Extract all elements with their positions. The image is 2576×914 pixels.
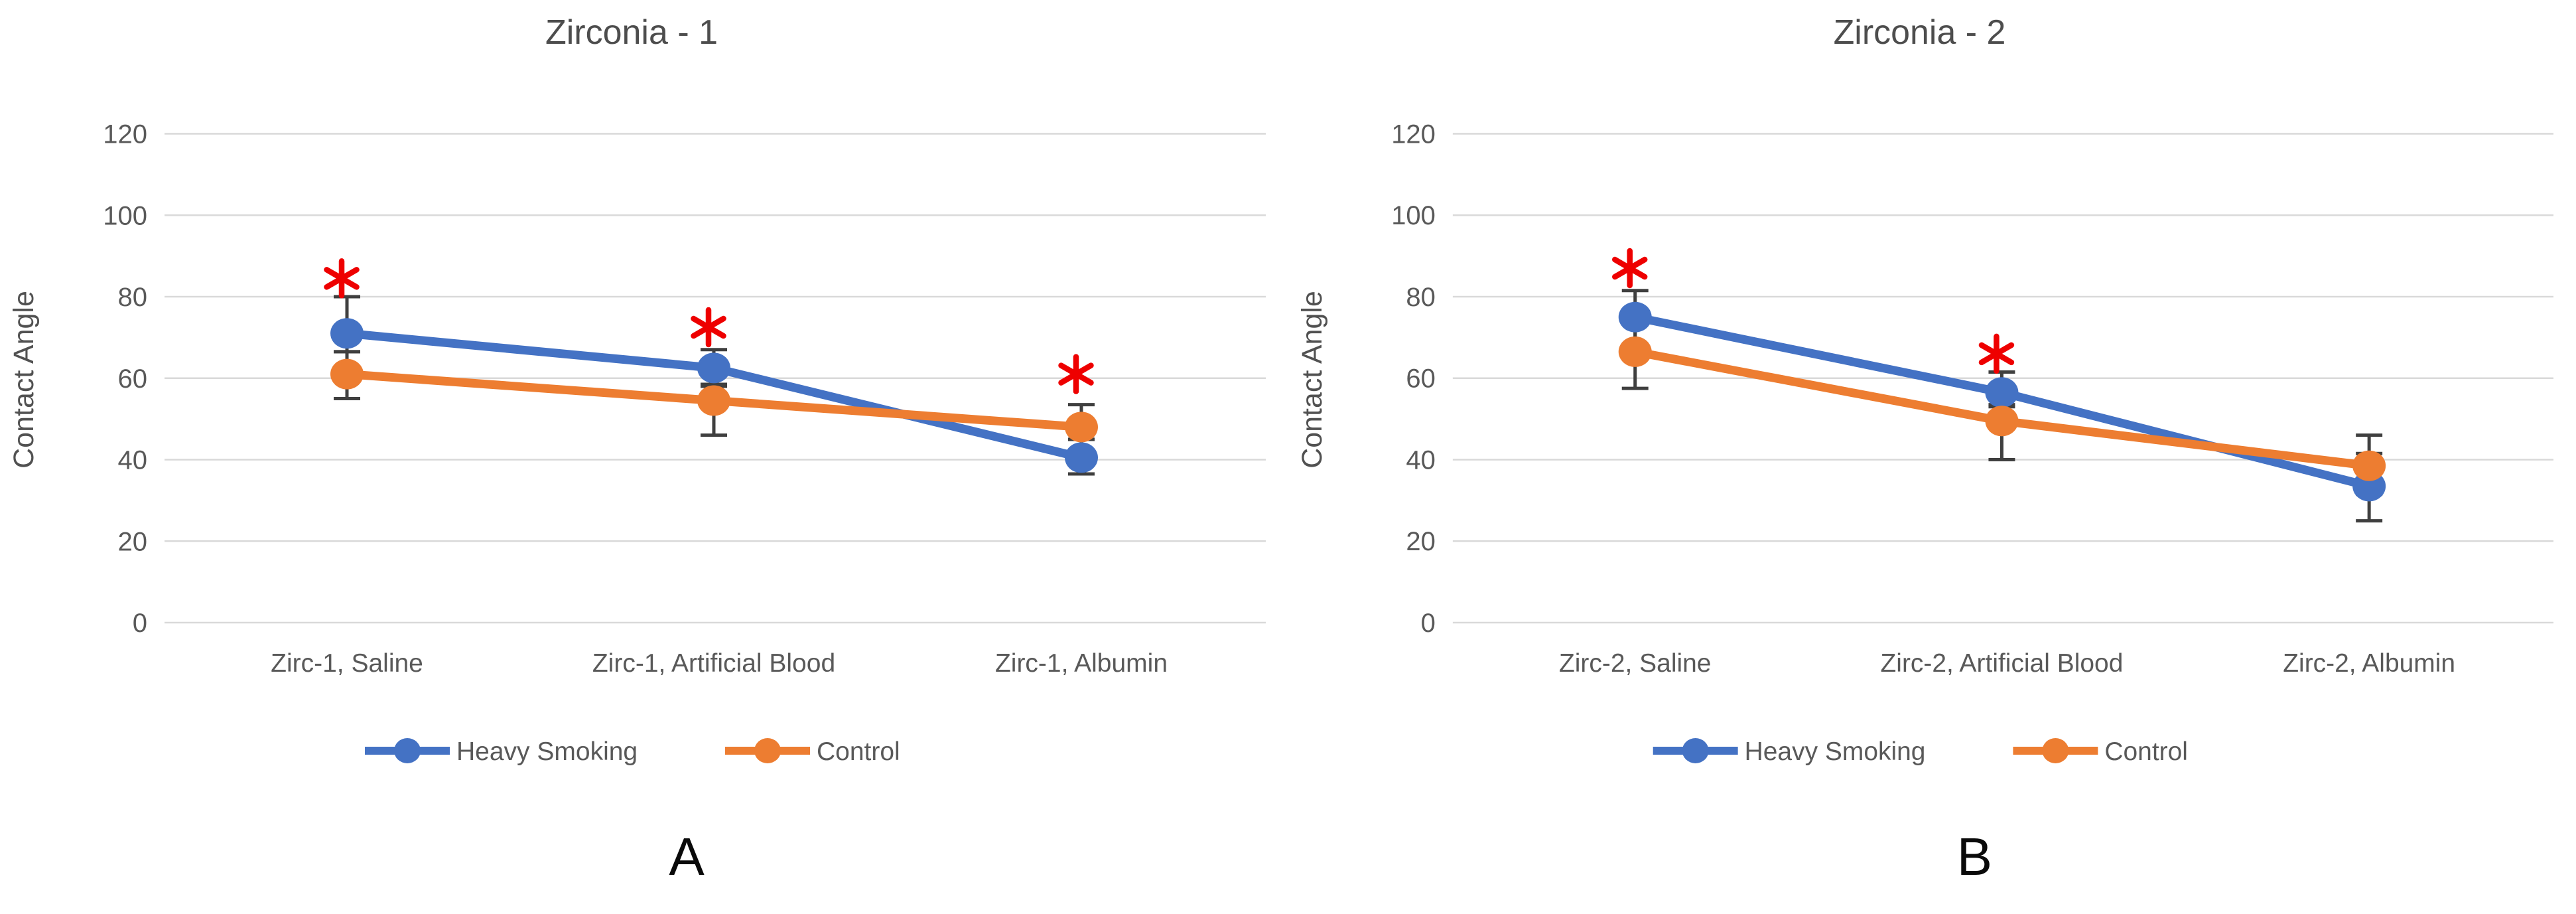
y-axis-title: Contact Angle <box>1296 291 1328 469</box>
plot-area: 0 20 40 60 80 100 120 Zirc-1, Saline Zirc-1, Art… <box>103 120 1266 766</box>
chart-title: Zirconia - 2 <box>1834 13 2006 52</box>
data-point-marker <box>697 352 730 384</box>
y-tick-label: 120 <box>1391 119 1436 149</box>
data-point-marker <box>330 318 364 349</box>
data-point-marker <box>697 385 730 416</box>
legend-item: Heavy Smoking <box>1653 737 1926 766</box>
legend-point-marker <box>2042 738 2069 763</box>
data-point-marker <box>1065 442 1098 473</box>
panel-letter: A <box>669 827 705 886</box>
chart-panel-zirconia-1: Zirconia - 1 Contact Angle 0 20 40 60 80 100 1… <box>8 13 1266 886</box>
y-axis-title: Contact Angle <box>8 291 40 469</box>
legend-item: Control <box>725 737 900 766</box>
significance-asterisk <box>1058 354 1094 394</box>
x-category-label: Zirc-1, Artificial Blood <box>592 649 835 678</box>
data-point-marker <box>1985 406 2019 437</box>
data-point-marker <box>1618 301 1652 333</box>
y-tick-label: 20 <box>118 527 148 556</box>
data-point-marker <box>1985 377 2019 408</box>
significance-asterisk <box>1611 248 1648 289</box>
y-tick-label: 60 <box>118 364 148 394</box>
x-category-label: Zirc-2, Artificial Blood <box>1881 649 2124 678</box>
x-category-label: Zirc-1, Saline <box>271 649 423 678</box>
legend-label: Heavy Smoking <box>1745 737 1926 766</box>
data-point-marker <box>1618 336 1652 367</box>
y-tick-label: 120 <box>103 120 147 149</box>
y-tick-label: 0 <box>133 609 147 638</box>
y-tick-label: 80 <box>1406 283 1435 312</box>
y-tick-label: 20 <box>1406 527 1435 556</box>
y-tick-label: 40 <box>1406 445 1435 475</box>
legend-label: Heavy Smoking <box>456 737 638 766</box>
y-tick-label: 100 <box>1391 201 1436 230</box>
data-point-marker <box>1065 412 1098 443</box>
y-tick-label: 60 <box>1406 364 1435 394</box>
legend-item: Control <box>2013 737 2188 766</box>
x-category-label: Zirc-2, Saline <box>1559 649 1712 678</box>
plot-area: 0 20 40 60 80 100 120 Zirc-2, Saline Zirc-2, Art… <box>1391 119 2554 766</box>
significance-asterisk <box>1978 333 2015 374</box>
y-tick-label: 40 <box>118 446 148 475</box>
chart-panel-zirconia-2: Zirconia - 2 Contact Angle 0 20 40 60 80 100 1… <box>1288 0 2576 914</box>
data-point-marker <box>330 358 364 390</box>
legend-point-marker <box>1682 738 1709 763</box>
legend-point-marker <box>754 738 781 763</box>
x-category-label: Zirc-1, Albumin <box>995 649 1168 678</box>
legend-label: Control <box>2104 737 2188 766</box>
y-tick-label: 100 <box>103 201 147 230</box>
y-tick-label: 80 <box>118 283 148 312</box>
y-tick-label: 0 <box>1421 609 1436 638</box>
chart-title: Zirconia - 1 <box>545 13 718 52</box>
panel-letter: B <box>1957 827 1992 886</box>
chart-canvas-zirconia-2: Zirconia - 2 Contact Angle 0 20 40 60 80 100 1… <box>1296 13 2554 886</box>
significance-asterisk <box>691 307 726 348</box>
data-point-marker <box>2352 450 2386 481</box>
significance-asterisk <box>324 258 360 299</box>
legend-point-marker <box>394 738 421 763</box>
chart-canvas-zirconia-1: Zirconia - 1 Contact Angle 0 20 40 60 80 100 1… <box>8 13 1266 886</box>
legend-label: Control <box>817 737 900 766</box>
legend-item: Heavy Smoking <box>365 737 638 766</box>
x-category-label: Zirc-2, Albumin <box>2283 649 2455 678</box>
